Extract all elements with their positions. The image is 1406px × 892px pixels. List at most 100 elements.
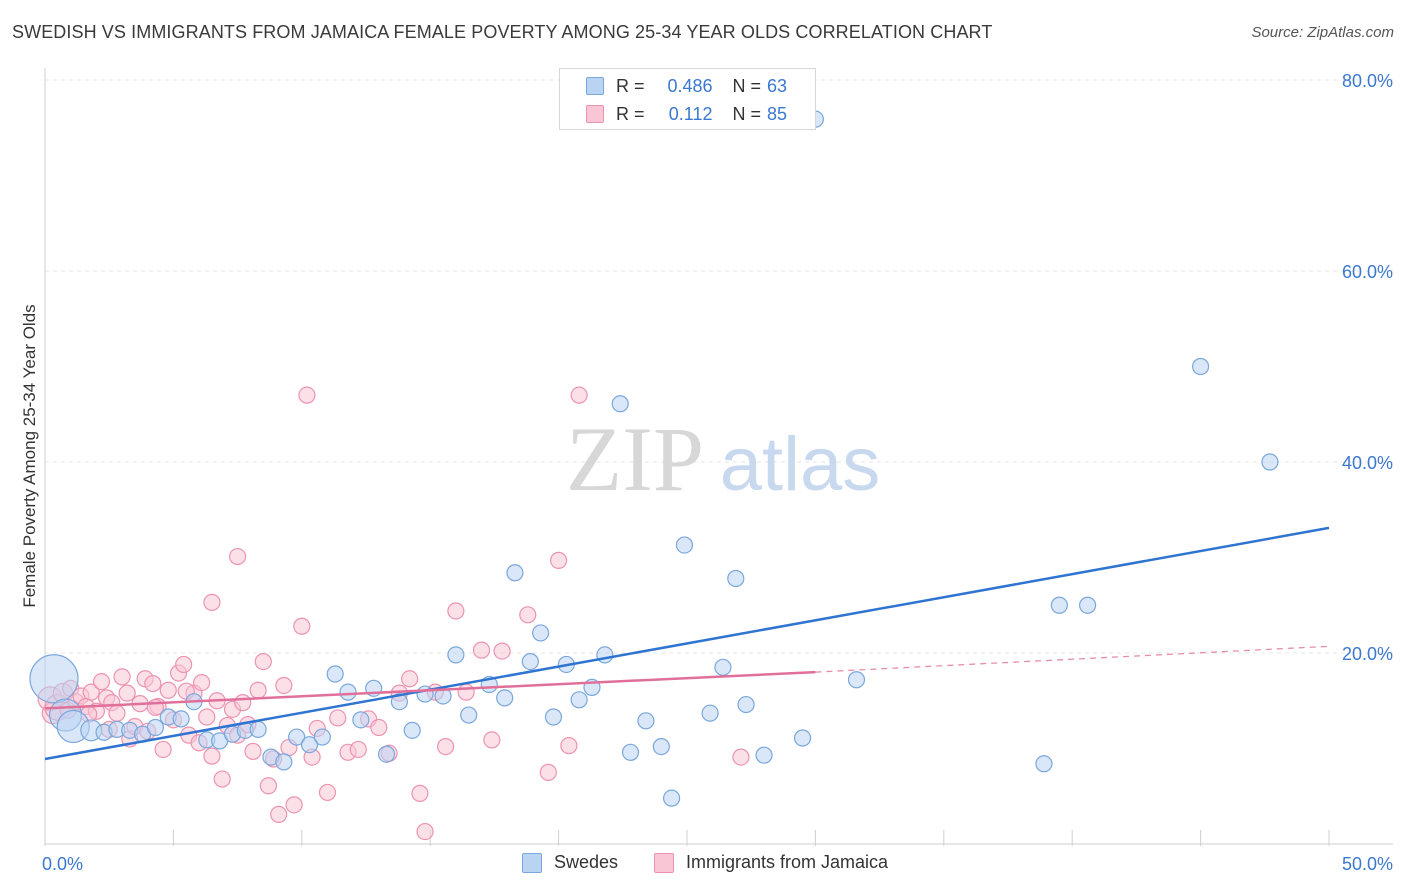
legend-item-jamaica[interactable]: Immigrants from Jamaica <box>654 852 888 873</box>
jamaica-point <box>732 748 750 766</box>
jamaica-point <box>92 673 111 691</box>
n-label: N = <box>732 75 762 96</box>
jamaica-point <box>154 740 172 759</box>
jamaica-point <box>298 386 316 404</box>
stats-legend: R = 0.486 N = 63 R = 0.112 N = 85 <box>559 68 816 130</box>
jamaica-point <box>370 718 388 737</box>
swedes-point <box>1261 453 1279 471</box>
swedes-point <box>652 737 670 756</box>
legend-row-swedes: R = 0.486 N = 63 <box>586 74 787 98</box>
swedes-point <box>737 695 755 714</box>
jamaica-point <box>447 602 465 620</box>
swedes-point <box>532 624 550 642</box>
swedes-point <box>326 665 344 683</box>
jamaica-point <box>198 708 216 726</box>
swedes-point <box>675 536 694 554</box>
jamaica-point <box>270 805 288 823</box>
jamaica-point <box>411 784 429 802</box>
swedes-point <box>714 658 732 676</box>
jamaica-point <box>457 683 475 701</box>
swedes-point <box>544 708 563 726</box>
jamaica-trend-extension <box>815 645 1330 673</box>
swedes-point <box>377 745 396 763</box>
swedes-point <box>662 789 681 807</box>
y-tick-label: 80.0% <box>1342 71 1393 91</box>
r-value-swedes: 0.486 <box>667 75 713 96</box>
jamaica-point <box>349 740 367 759</box>
legend-label-swedes: Swedes <box>554 852 619 872</box>
jamaica-point <box>108 704 126 722</box>
swedes-point <box>521 652 539 671</box>
swedes-point <box>701 704 719 722</box>
x-tick-label-min: 0.0% <box>42 854 83 874</box>
jamaica-point <box>118 684 136 702</box>
jamaica-point <box>275 676 293 695</box>
jamaica-swatch <box>654 852 674 873</box>
swedes-point <box>621 743 640 761</box>
jamaica-point <box>549 551 568 569</box>
swedes-point <box>1079 596 1097 614</box>
swedes-trend-line <box>44 526 1330 761</box>
x-tick-label-max: 50.0% <box>1342 854 1393 874</box>
jamaica-point <box>193 674 211 692</box>
swedes-point <box>496 689 514 707</box>
tick-labels: 20.0% 40.0% 60.0% 80.0% 0.0% 50.0% <box>42 71 1393 874</box>
swedes-point <box>637 712 655 730</box>
r-label: R = <box>616 103 645 124</box>
source-label: Source: ZipAtlas.com <box>1251 24 1394 41</box>
jamaica-point <box>254 652 272 671</box>
swedes-point <box>727 569 745 588</box>
jamaica-point <box>285 796 303 814</box>
swedes-swatch <box>586 77 604 95</box>
chart-title: SWEDISH VS IMMIGRANTS FROM JAMAICA FEMAL… <box>12 22 993 42</box>
watermark-zip: ZIP <box>566 408 704 510</box>
swedes-swatch <box>522 852 542 873</box>
jamaica-point <box>416 822 434 841</box>
swedes-point <box>146 718 165 737</box>
swedes-point <box>611 395 629 413</box>
swedes-point <box>1035 755 1053 773</box>
swedes-point <box>460 706 478 724</box>
jamaica-point <box>560 737 578 755</box>
r-value-jamaica: 0.112 <box>668 103 713 124</box>
jamaica-point <box>82 683 100 701</box>
jamaica-point <box>539 763 557 781</box>
swedes-point <box>506 564 524 582</box>
jamaica-point <box>159 681 177 699</box>
jamaica-point <box>203 593 221 611</box>
jamaica-point <box>249 681 267 699</box>
jamaica-swatch <box>586 105 604 123</box>
series-legend: Swedes Immigrants from Jamaica <box>0 852 1406 876</box>
jamaica-point <box>293 617 311 635</box>
n-value-swedes: 63 <box>767 75 788 96</box>
swedes-point <box>300 736 319 754</box>
jamaica-point <box>519 606 537 624</box>
jamaica-point <box>175 655 193 674</box>
y-tick-label: 60.0% <box>1342 262 1393 282</box>
n-label: N = <box>732 103 762 124</box>
jamaica-point <box>437 737 455 756</box>
swedes-point <box>570 691 588 709</box>
jamaica-point <box>483 731 501 749</box>
jamaica-point <box>259 777 278 795</box>
swedes-point <box>447 646 465 664</box>
jamaica-point <box>113 668 131 686</box>
swedes-point <box>352 711 370 729</box>
swedes-point <box>1050 596 1068 614</box>
jamaica-point <box>570 386 588 404</box>
grid-lines <box>45 79 1393 654</box>
trend-lines <box>44 526 1330 761</box>
legend-row-jamaica: R = 0.112 N = 85 <box>586 102 787 126</box>
swedes-point <box>755 746 773 764</box>
jamaica-point <box>401 670 419 688</box>
n-value-jamaica: 85 <box>767 103 788 124</box>
jamaica-point <box>244 742 262 760</box>
jamaica-point <box>472 641 491 659</box>
watermark-atlas: atlas <box>720 422 881 507</box>
swedes-point <box>313 728 331 746</box>
legend-item-swedes[interactable]: Swedes <box>522 852 618 873</box>
jamaica-point <box>203 747 221 765</box>
swedes-point <box>403 721 421 739</box>
watermark: ZIP atlas <box>566 408 880 510</box>
